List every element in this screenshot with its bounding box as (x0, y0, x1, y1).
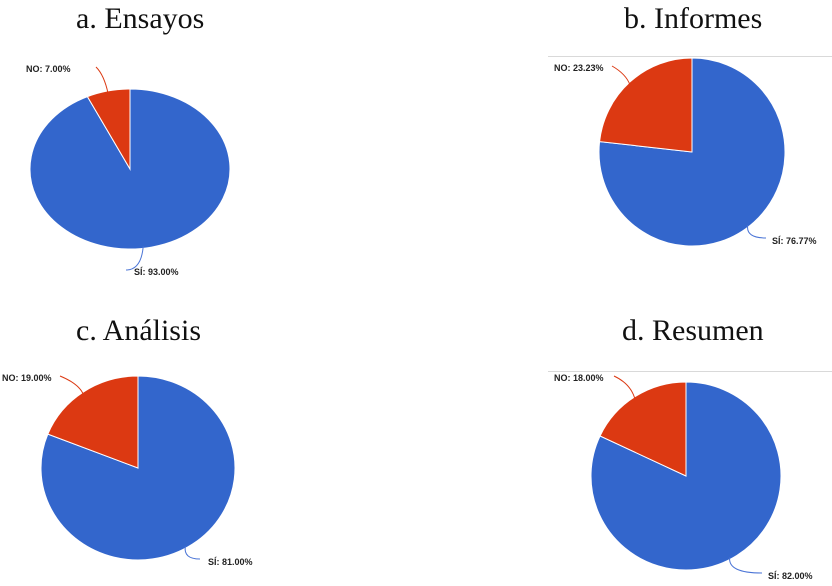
leader-line-si-b (747, 225, 767, 239)
leader-line-no-c (59, 375, 84, 396)
pie-slice-si-b (598, 57, 786, 247)
chart-d-top-border (548, 371, 832, 372)
leader-line-no-a (95, 66, 109, 95)
chart-title-a: a. Ensayos (76, 2, 205, 35)
chart-title-d: d. Resumen (622, 314, 764, 347)
data-label-si-a: SÍ: 93.00% (134, 267, 179, 277)
leader-line-si-d (729, 557, 763, 574)
chart-title-c: c. Análisis (76, 314, 201, 347)
leader-line-si-a (125, 246, 144, 271)
chart-b-top-border (548, 56, 832, 57)
pie-slice-no-b (599, 57, 693, 153)
leader-line-si-c (184, 546, 201, 560)
data-label-si-c: SÍ: 81.00% (208, 557, 253, 567)
data-label-no-a: NO: 7.00% (26, 64, 71, 74)
chart-title-b: b. Informes (624, 2, 763, 35)
data-label-no-b: NO: 23.23% (554, 63, 604, 73)
data-label-si-b: SÍ: 76.77% (772, 236, 817, 246)
leader-line-no-d (613, 375, 636, 400)
data-label-no-c: NO: 19.00% (2, 373, 52, 383)
data-label-si-d: SÍ: 82.00% (768, 571, 813, 581)
pie-slice-no-d (599, 381, 687, 477)
pie-slice-no-a (86, 88, 131, 171)
data-label-no-d: NO: 18.00% (554, 373, 604, 383)
leader-line-no-b (611, 65, 631, 86)
pie-slice-no-c (47, 375, 139, 469)
